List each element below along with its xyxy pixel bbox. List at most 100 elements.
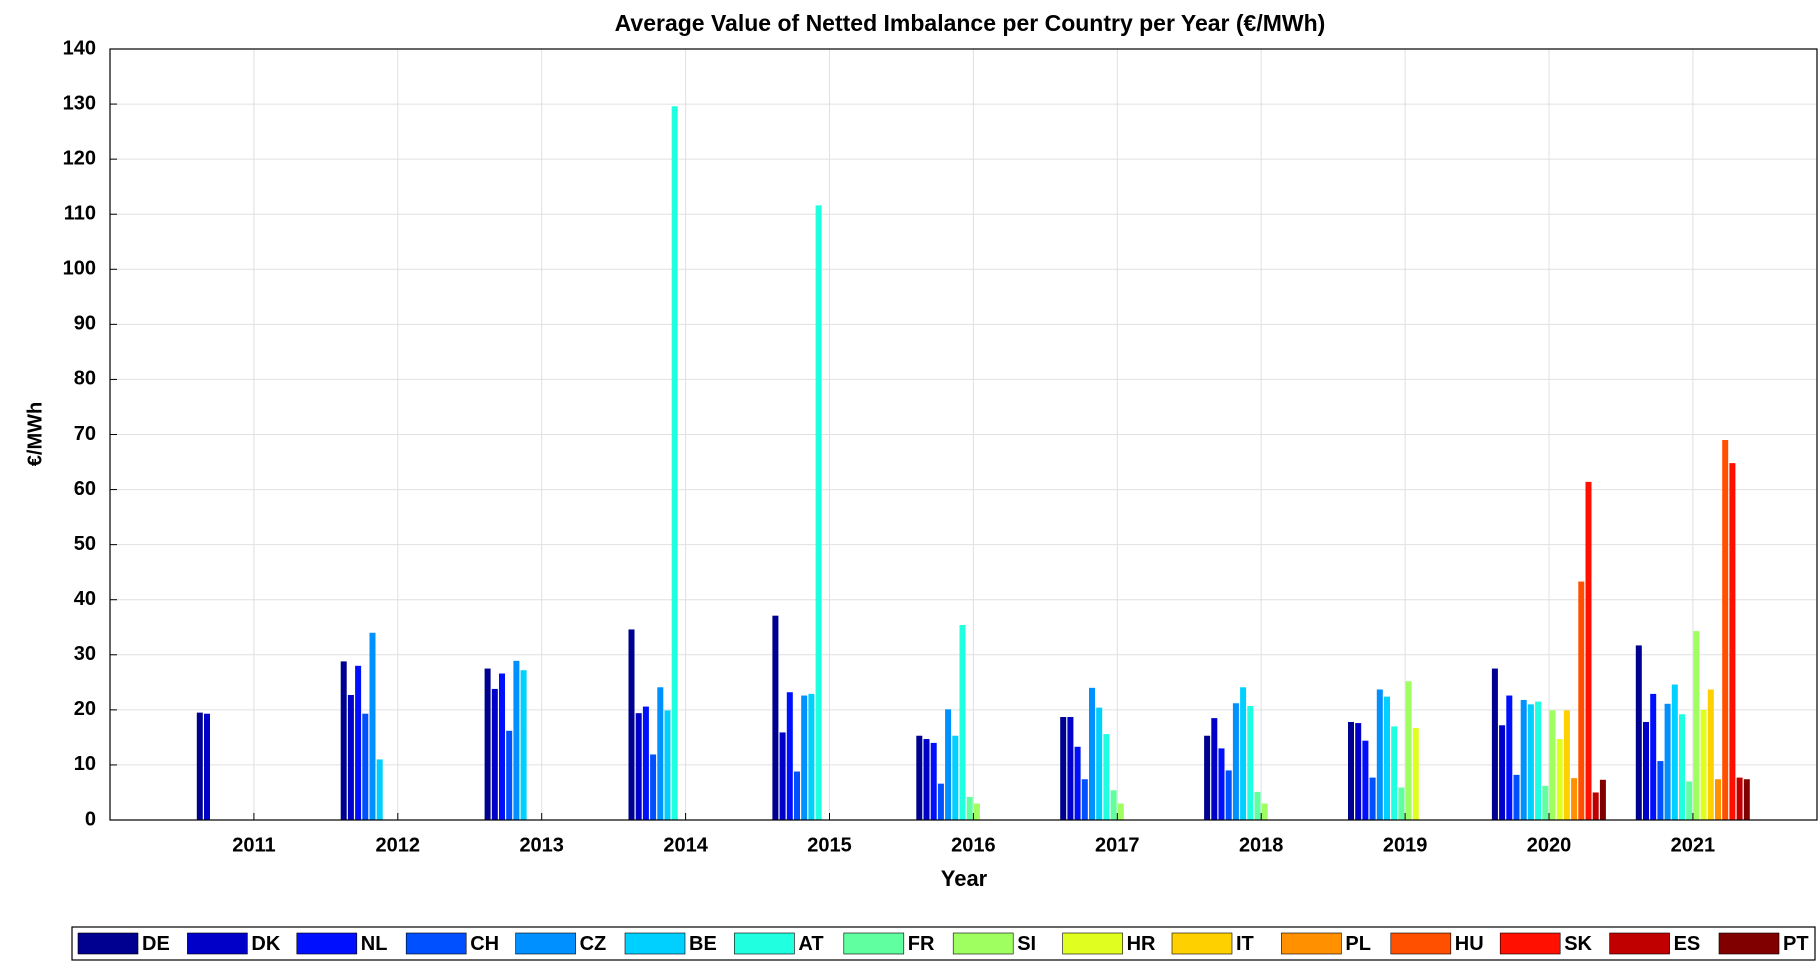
bar: [347, 694, 354, 820]
y-tick-label: 40: [74, 588, 96, 610]
bar: [1542, 785, 1549, 820]
bar: [506, 730, 513, 820]
bar: [1585, 481, 1592, 820]
bar: [1599, 779, 1606, 820]
bar: [1513, 774, 1520, 820]
bar: [1499, 725, 1506, 820]
bar: [1103, 734, 1110, 820]
bar: [1700, 709, 1707, 820]
legend-swatch: [77, 932, 139, 955]
y-tick-label: 10: [74, 753, 96, 775]
legend-swatch: [187, 932, 248, 955]
bar: [1664, 703, 1671, 820]
x-tick-label: 2021: [1671, 834, 1716, 856]
bar: [1535, 701, 1542, 820]
y-tick-label: 110: [64, 202, 96, 224]
legend-swatch: [405, 932, 467, 955]
legend-swatch: [1171, 932, 1233, 955]
x-tick-label: 2018: [1239, 834, 1284, 856]
bar: [1232, 703, 1239, 820]
bar: [1225, 770, 1232, 820]
bar: [1405, 681, 1412, 820]
bar: [1096, 707, 1103, 820]
legend-label: SK: [1564, 933, 1592, 955]
legend-swatch: [1609, 932, 1670, 955]
y-tick-label: 140: [63, 37, 96, 59]
bar: [491, 688, 498, 820]
bar: [1671, 684, 1678, 820]
bar: [369, 632, 376, 820]
bar: [1081, 779, 1088, 820]
bar: [1254, 791, 1261, 820]
legend-swatch: [843, 932, 905, 955]
x-tick-label: 2017: [1095, 834, 1140, 856]
bar: [1715, 779, 1721, 820]
bar: [1707, 689, 1714, 820]
y-tick-label: 50: [74, 533, 96, 555]
bar: [952, 735, 959, 820]
x-tick-label: 2016: [951, 834, 996, 856]
bar: [1520, 699, 1527, 820]
bar: [1355, 723, 1362, 820]
bar: [1391, 726, 1398, 820]
chart-title: Average Value of Netted Imbalance per Co…: [615, 10, 1326, 36]
bar: [664, 710, 671, 820]
bar: [1412, 728, 1419, 820]
bar: [520, 670, 527, 820]
y-tick-label: 60: [74, 478, 96, 500]
bar: [1110, 790, 1117, 820]
y-tick-label: 100: [63, 258, 96, 280]
legend-label: CZ: [580, 933, 607, 955]
legend-label: IT: [1236, 933, 1254, 955]
bar: [923, 739, 930, 820]
legend-label: DK: [251, 933, 280, 955]
legend-label: SI: [1017, 933, 1036, 955]
x-axis-label: Year: [941, 866, 988, 891]
x-tick-label: 2014: [663, 834, 708, 856]
bar: [1204, 735, 1211, 820]
legend-swatch: [624, 932, 686, 955]
bar: [1348, 721, 1354, 820]
bar: [1398, 787, 1405, 820]
bar: [1369, 777, 1376, 820]
bar: [1362, 740, 1369, 820]
bar: [1117, 803, 1124, 820]
legend-swatch: [1390, 932, 1452, 955]
legend-swatch: [515, 932, 576, 955]
x-tick-label: 2015: [807, 834, 852, 856]
bar: [1384, 696, 1390, 820]
legend-label: NL: [361, 933, 388, 955]
bar: [779, 732, 786, 820]
bar: [1089, 687, 1095, 820]
bar: [973, 803, 980, 820]
y-axis-label: €/MWh: [24, 402, 46, 466]
bar: [1261, 803, 1268, 820]
bar: [1556, 739, 1563, 820]
bar: [1643, 721, 1649, 820]
bar: [801, 695, 808, 820]
bar: [772, 615, 779, 820]
bar: [340, 661, 347, 820]
bar: [650, 754, 657, 820]
bar: [1736, 777, 1743, 820]
bar: [1074, 746, 1081, 820]
bar: [1491, 668, 1498, 820]
legend-label: FR: [908, 933, 935, 955]
legend-label: AT: [798, 933, 823, 955]
y-tick-label: 130: [63, 92, 96, 114]
legend-swatch: [1499, 932, 1561, 955]
bar: [937, 783, 944, 820]
bar: [1650, 693, 1657, 820]
bar: [786, 692, 793, 820]
legend-label: HU: [1455, 933, 1484, 955]
bar: [808, 693, 815, 820]
y-tick-label: 20: [74, 698, 96, 720]
bar: [1211, 718, 1218, 820]
bar: [1722, 440, 1729, 820]
bar: [1693, 631, 1700, 820]
y-tick-label: 0: [85, 808, 96, 830]
x-tick-label: 2013: [519, 834, 564, 856]
y-tick-label: 120: [63, 147, 96, 169]
bar: [362, 713, 369, 820]
